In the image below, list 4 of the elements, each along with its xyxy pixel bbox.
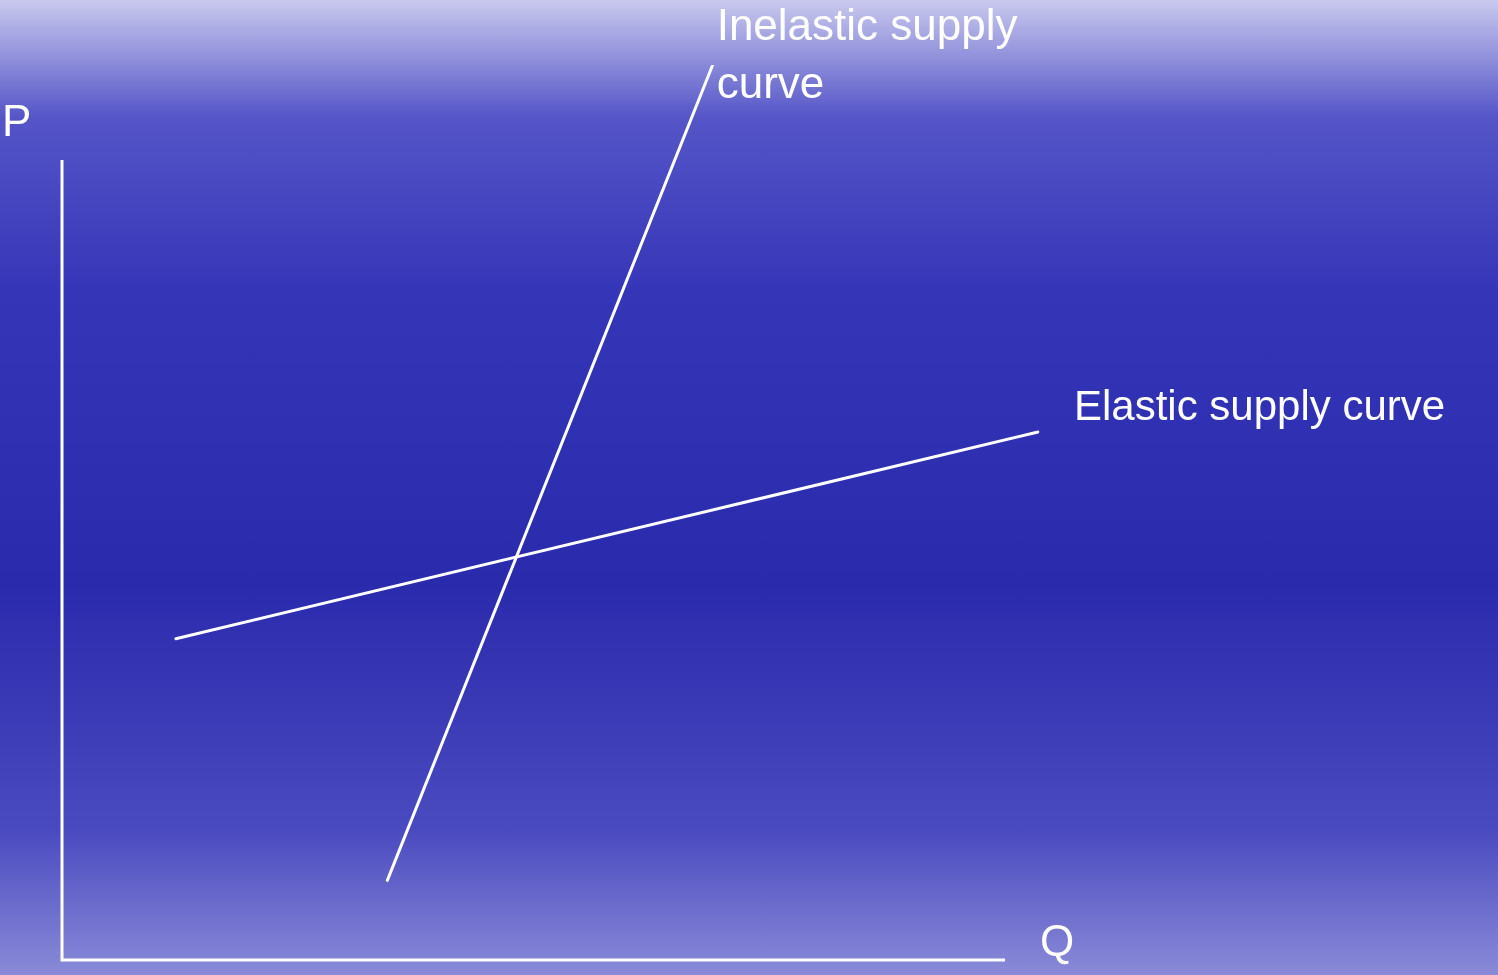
- y-axis-title: P: [2, 96, 32, 145]
- series-label: Elastic supply curve: [1074, 381, 1446, 429]
- x-axis-title: Q: [1040, 916, 1075, 965]
- series-label: Inelastic supply curve: [716, 0, 1018, 107]
